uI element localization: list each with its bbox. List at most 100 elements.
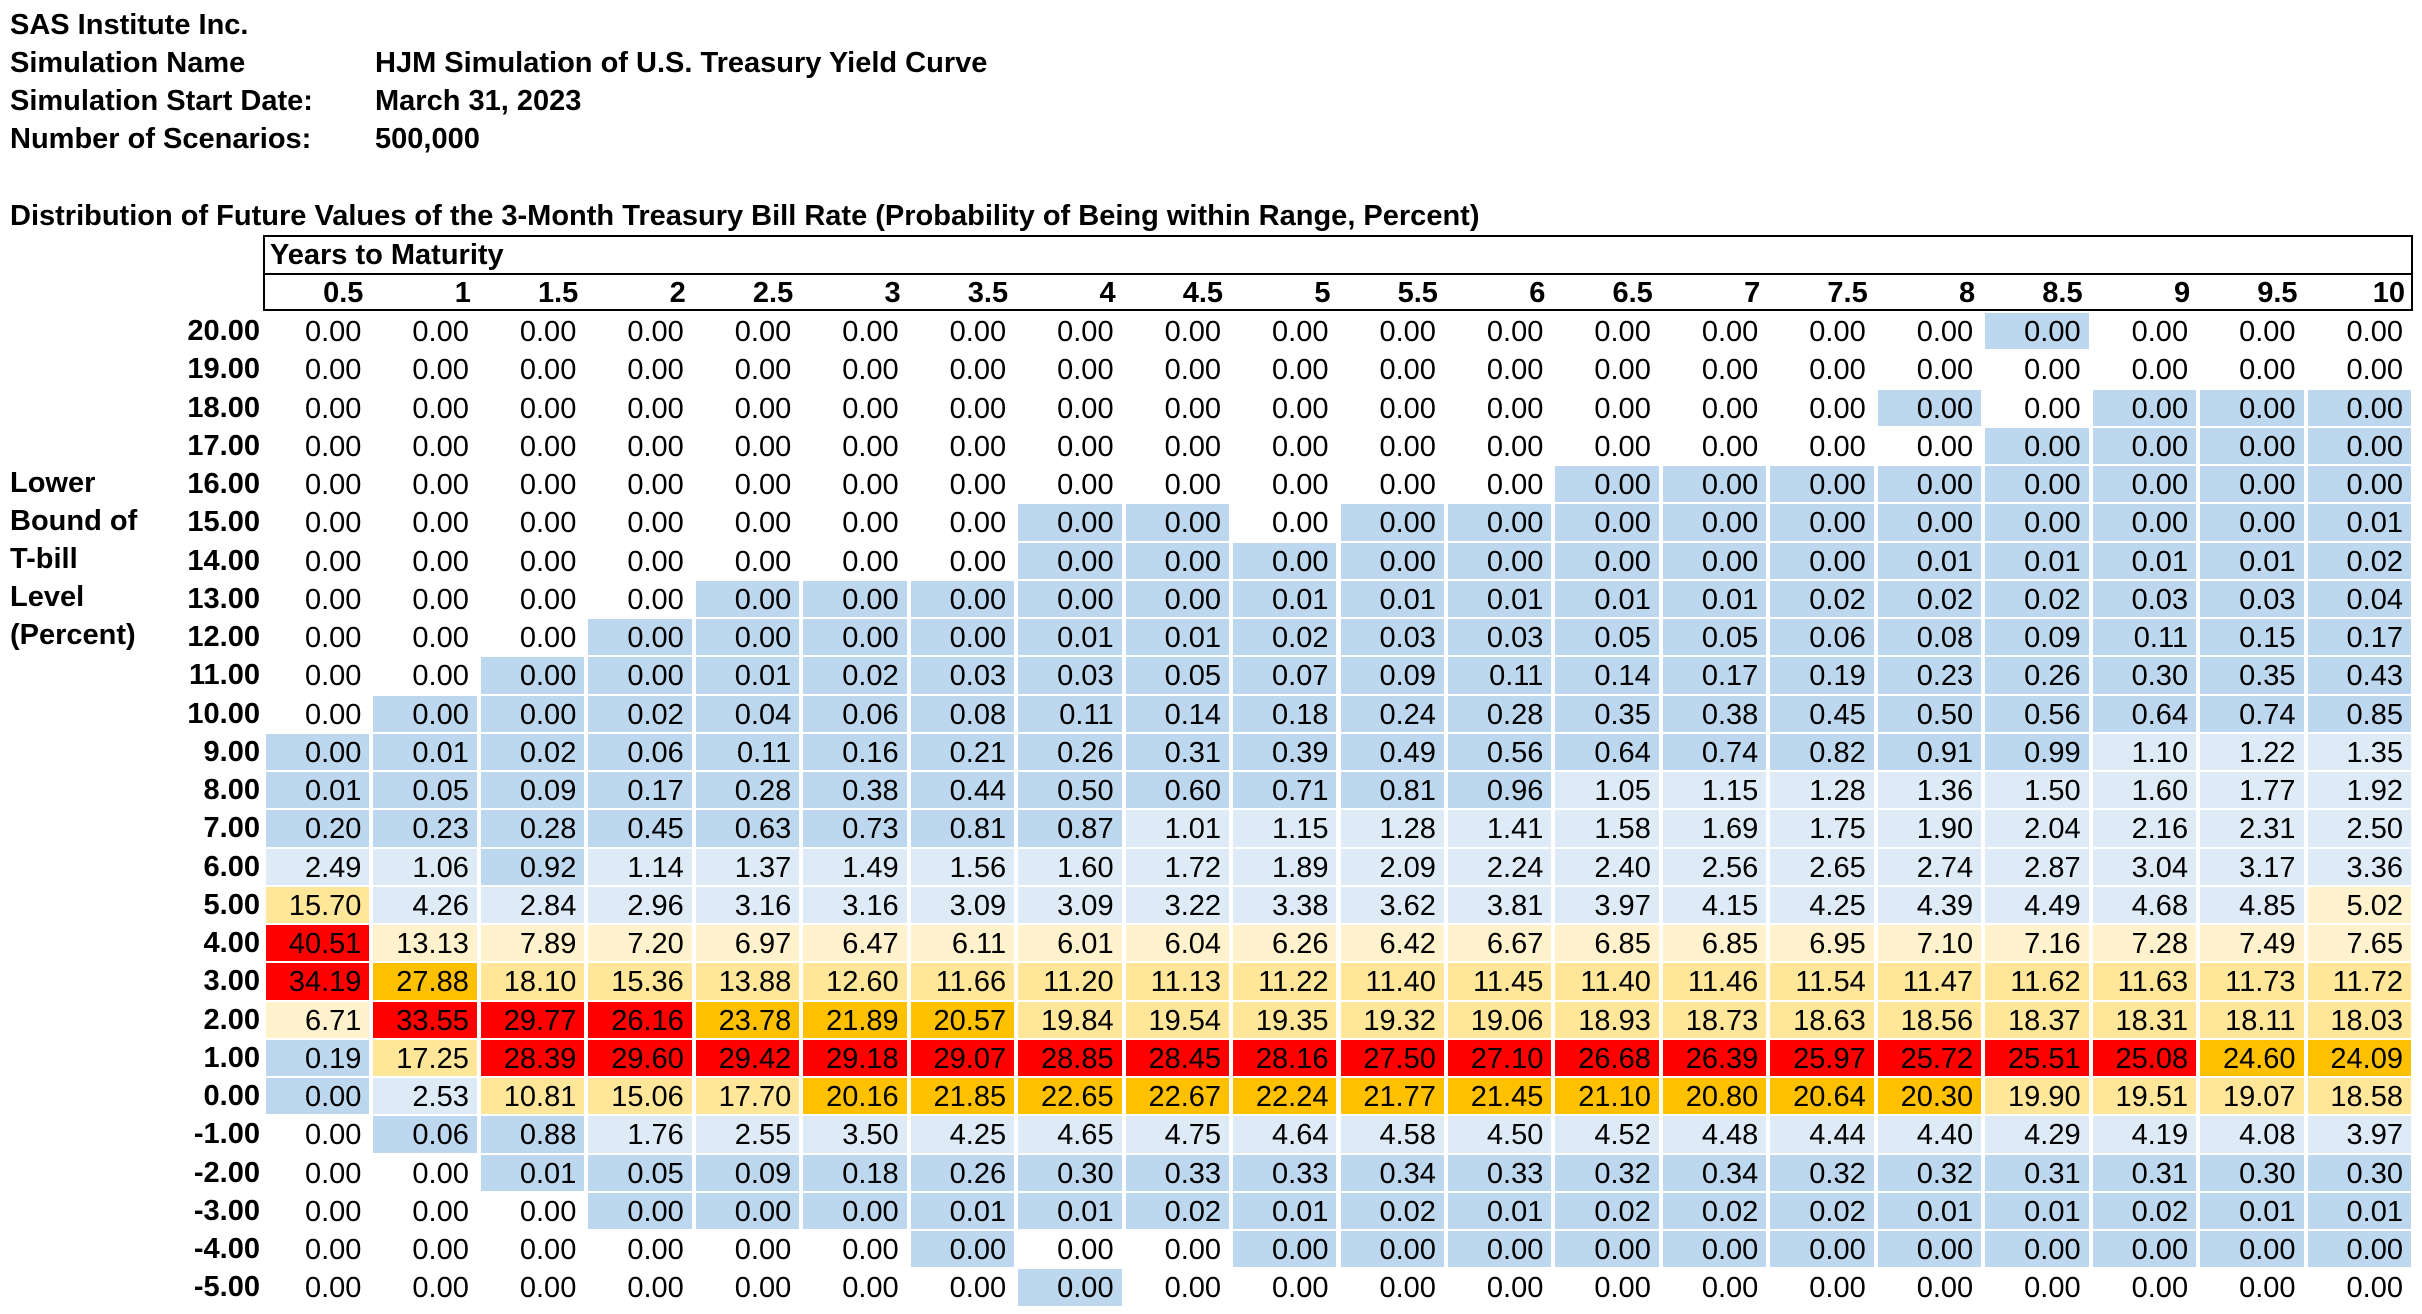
table-cell: 0.00 <box>1125 389 1230 426</box>
table-cell: 1.75 <box>1770 810 1874 847</box>
table-cell: 0.00 <box>373 1154 477 1191</box>
row-label: 2.00 <box>203 1003 260 1036</box>
table-cell: 18.11 <box>2200 1001 2304 1038</box>
table-cell: 0.00 <box>1447 542 1552 579</box>
table-cell: 3.09 <box>910 886 1015 923</box>
table-cell: 0.00 <box>480 1192 585 1229</box>
table-cell: 3.62 <box>1340 886 1444 923</box>
table-cell: 0.00 <box>1447 427 1552 464</box>
table-cell: 0.00 <box>1233 1269 1337 1306</box>
table-cell: 0.00 <box>1985 389 2089 426</box>
table-cell: 0.00 <box>1447 1269 1552 1306</box>
table-cell: 7.28 <box>2092 925 2197 962</box>
table-cell: 4.19 <box>2092 1116 2197 1153</box>
table-cell: 0.00 <box>2200 313 2304 350</box>
table-cell: 0.00 <box>266 1269 370 1306</box>
table-cell: 0.00 <box>1018 1269 1122 1306</box>
header-divider <box>265 273 2411 275</box>
column-header: 2.5 <box>752 277 794 309</box>
table-cell: 7.89 <box>480 925 585 962</box>
table-cell: 0.00 <box>266 733 370 770</box>
table-cell: 6.42 <box>1340 925 1444 962</box>
table-cell: 0.02 <box>1340 1192 1444 1229</box>
table-cell: 0.45 <box>1770 695 1874 732</box>
table-cell: 0.00 <box>373 542 477 579</box>
row-label: 18.00 <box>187 391 260 424</box>
table-cell: 11.22 <box>1233 963 1337 1000</box>
table-cell: 3.17 <box>2200 848 2304 885</box>
table-cell: 0.60 <box>1125 772 1230 809</box>
table-cell: 0.00 <box>910 313 1015 350</box>
table-cell: 0.06 <box>1770 619 1874 656</box>
row-group-label-line-2: Bound of <box>10 505 138 537</box>
table-cell: 0.00 <box>803 1269 907 1306</box>
table-cell: 0.06 <box>373 1116 477 1153</box>
table-cell: 6.47 <box>803 925 907 962</box>
table-cell: 0.02 <box>1233 619 1337 656</box>
table-cell: 1.22 <box>2200 733 2304 770</box>
table-cell: 0.00 <box>1662 504 1767 541</box>
table-cell: 0.00 <box>803 351 907 388</box>
table-cell: 0.00 <box>1340 466 1444 503</box>
table-cell: 0.00 <box>1770 542 1874 579</box>
table-cell: 15.36 <box>588 963 692 1000</box>
table-cell: 18.31 <box>2092 1001 2197 1038</box>
table-cell: 0.00 <box>1770 427 1874 464</box>
table-cell: 1.36 <box>1877 772 1982 809</box>
table-cell: 11.66 <box>910 963 1015 1000</box>
row-label: 20.00 <box>187 315 260 347</box>
table-cell: 6.04 <box>1125 925 1230 962</box>
table-cell: 0.32 <box>1770 1154 1874 1191</box>
table-cell: 33.55 <box>373 1001 477 1038</box>
table-cell: 0.00 <box>695 580 800 617</box>
table-cell: 26.16 <box>588 1001 692 1038</box>
table-cell: 0.00 <box>910 389 1015 426</box>
table-cell: 0.00 <box>373 427 477 464</box>
row-label: 17.00 <box>187 429 260 462</box>
table-cell: 0.26 <box>910 1154 1015 1191</box>
table-cell: 0.00 <box>480 313 585 350</box>
table-cell: 0.31 <box>2092 1154 2197 1191</box>
table-cell: 0.00 <box>1340 504 1444 541</box>
table-cell: 18.63 <box>1770 1001 1874 1038</box>
table-cell: 0.00 <box>695 466 800 503</box>
table-cell: 7.65 <box>2307 925 2411 962</box>
table-cell: 2.96 <box>588 886 692 923</box>
table-cell: 6.71 <box>266 1001 370 1038</box>
table-cell: 18.03 <box>2307 1001 2411 1038</box>
table-cell: 0.00 <box>1555 1231 1659 1268</box>
table-cell: 0.18 <box>1233 695 1337 732</box>
column-header: 8 <box>1959 277 1976 309</box>
table-cell: 0.01 <box>1662 580 1767 617</box>
table-cell: 6.26 <box>1233 925 1337 962</box>
table-cell: 0.09 <box>480 772 585 809</box>
column-header: 6.5 <box>1612 277 1653 309</box>
table-cell: 28.85 <box>1018 1039 1122 1076</box>
row-label: 3.00 <box>203 965 260 998</box>
table-cell: 0.00 <box>1555 542 1659 579</box>
table-cell: 0.00 <box>2092 427 2197 464</box>
table-cell: 0.00 <box>266 504 370 541</box>
table-cell: 28.39 <box>480 1039 585 1076</box>
table-cell: 1.35 <box>2307 733 2411 770</box>
table-cell: 0.00 <box>1340 427 1444 464</box>
table-cell: 1.14 <box>588 848 692 885</box>
table-cell: 0.26 <box>1985 657 2089 694</box>
table-cell: 20.30 <box>1877 1078 1982 1115</box>
table-cell: 2.24 <box>1447 848 1552 885</box>
table-cell: 0.01 <box>1233 580 1337 617</box>
table-cell: 0.00 <box>588 1192 692 1229</box>
table-cell: 0.00 <box>1877 1269 1982 1306</box>
table-cell: 0.00 <box>588 351 692 388</box>
table-cell: 0.00 <box>1447 466 1552 503</box>
table-cell: 19.54 <box>1125 1001 1230 1038</box>
column-header: 0.5 <box>323 277 364 309</box>
table-cell: 0.00 <box>1985 351 2089 388</box>
table-cell: 0.00 <box>480 657 585 694</box>
table-cell: 0.00 <box>588 542 692 579</box>
table-cell: 0.00 <box>373 1269 477 1306</box>
table-cell: 4.64 <box>1233 1116 1337 1153</box>
column-header: 7.5 <box>1827 277 1868 309</box>
table-cell: 28.45 <box>1125 1039 1230 1076</box>
table-cell: 0.00 <box>1340 313 1444 350</box>
